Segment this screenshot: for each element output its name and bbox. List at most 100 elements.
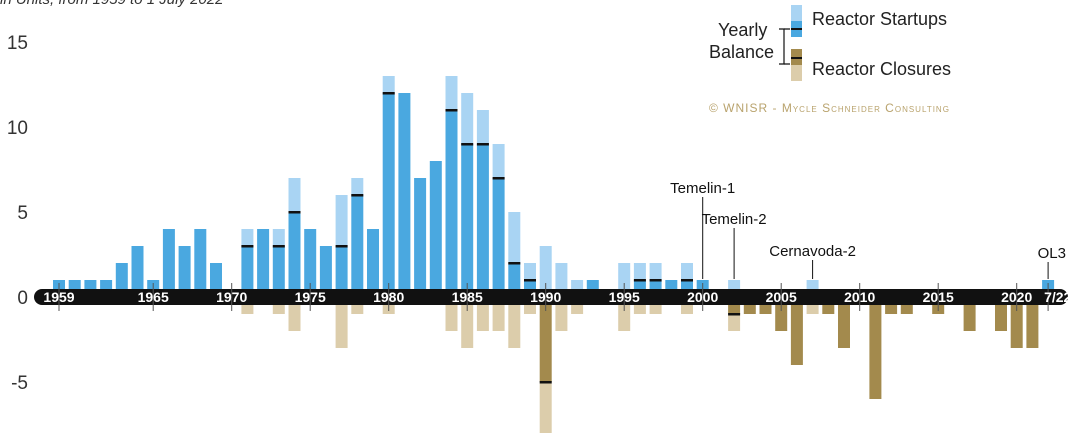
- startup-bar: [461, 144, 474, 297]
- legend-closures-excess-swatch: [791, 65, 802, 81]
- closure-excess-bar: [335, 297, 348, 348]
- startup-bar: [508, 263, 521, 297]
- balance-marker: [445, 109, 458, 112]
- legend: Yearly Balance Reactor Startups Reactor …: [709, 5, 951, 81]
- startup-excess-bar: [649, 263, 662, 280]
- startup-excess-bar: [351, 178, 364, 195]
- startup-excess-bar: [335, 195, 348, 246]
- x-tick-label: 1970: [216, 289, 247, 305]
- closure-excess-bar: [508, 297, 521, 348]
- x-tick-label: 1980: [373, 289, 404, 305]
- closure-bar: [1026, 297, 1039, 348]
- startup-bar: [476, 144, 489, 297]
- closure-bar: [995, 297, 1007, 331]
- startup-excess-bar: [508, 212, 521, 263]
- startup-bar: [131, 246, 144, 297]
- x-tick-label: 1995: [609, 289, 640, 305]
- legend-yearly-label: Yearly: [718, 20, 767, 40]
- balance-marker: [508, 262, 521, 265]
- legend-startups-label: Reactor Startups: [812, 9, 947, 29]
- balance-marker: [681, 279, 693, 282]
- balance-marker: [351, 194, 364, 197]
- y-tick-label: 5: [17, 203, 28, 224]
- startup-excess-bar: [241, 229, 254, 246]
- credit-text: © WNISR - Mycle Schneider Consulting: [709, 101, 950, 115]
- balance-marker: [461, 143, 474, 146]
- startup-bar: [414, 178, 427, 297]
- balance-marker: [241, 245, 254, 248]
- x-tick-label: 1965: [138, 289, 169, 305]
- balance-marker: [476, 143, 489, 146]
- closure-bar: [838, 297, 850, 348]
- balance-marker: [335, 245, 348, 248]
- closure-excess-bar: [476, 297, 489, 331]
- legend-bracket-ticks: [784, 28, 790, 65]
- balance-marker: [272, 245, 285, 248]
- balance-marker: [492, 177, 505, 180]
- startup-excess-bar: [272, 229, 285, 246]
- closure-excess-bar: [728, 314, 741, 331]
- closure-excess-bar: [555, 297, 568, 331]
- balance-marker: [382, 92, 395, 95]
- legend-balance-label: Balance: [709, 42, 774, 62]
- startup-bar: [241, 246, 254, 297]
- closure-excess-bar: [618, 297, 631, 331]
- bar-group: [53, 76, 1055, 433]
- closure-excess-bar: [461, 297, 474, 348]
- startup-bar: [445, 110, 458, 297]
- startup-bar: [257, 229, 270, 297]
- closure-bar: [539, 297, 552, 382]
- startup-excess-bar: [461, 93, 474, 144]
- closure-excess-bar: [288, 297, 301, 331]
- closure-bar: [963, 297, 976, 331]
- closure-bar: [1010, 297, 1023, 348]
- startup-bar: [319, 246, 332, 297]
- startup-excess-bar: [633, 263, 646, 280]
- startup-bar: [288, 212, 301, 297]
- startup-excess-bar: [382, 76, 395, 93]
- legend-bracket: [779, 28, 785, 65]
- startup-excess-bar: [618, 263, 631, 297]
- startup-excess-bar: [288, 178, 301, 212]
- startup-bar: [272, 246, 285, 297]
- startup-bar: [335, 246, 348, 297]
- balance-marker: [288, 211, 301, 214]
- y-tick-label: -5: [11, 373, 28, 394]
- balance-marker: [649, 279, 662, 282]
- startup-bar: [178, 246, 191, 297]
- y-tick-label: 0: [17, 288, 28, 309]
- startup-excess-bar: [492, 144, 505, 178]
- balance-marker: [728, 313, 741, 316]
- startup-bar: [304, 229, 317, 297]
- startup-excess-bar: [555, 263, 568, 297]
- x-tick-label: 7/22: [1044, 289, 1068, 305]
- legend-closures-marker: [791, 57, 802, 59]
- x-tick-label: 2010: [844, 289, 875, 305]
- y-tick-label: 15: [7, 33, 28, 54]
- y-tick-group: -5 0 5 10 15: [7, 33, 28, 394]
- balance-marker: [539, 381, 552, 384]
- closure-bar: [790, 297, 803, 365]
- x-tick-label: 1985: [452, 289, 483, 305]
- balance-marker: [524, 279, 536, 282]
- legend-closures-label: Reactor Closures: [812, 59, 951, 79]
- annotation-label: Cernavoda-2: [769, 243, 856, 260]
- annotation-label: Temelin-2: [702, 211, 767, 228]
- startup-bar: [162, 229, 175, 297]
- closure-bar: [869, 297, 882, 399]
- balance-marker: [633, 279, 646, 282]
- startup-bar: [115, 263, 128, 297]
- x-axis-band: [34, 289, 1068, 305]
- startup-bar: [194, 229, 207, 297]
- x-tick-label: 1959: [43, 289, 74, 305]
- x-tick-label: 1990: [530, 289, 561, 305]
- startup-excess-bar: [476, 110, 489, 144]
- startup-excess-bar: [539, 246, 552, 297]
- startup-bar: [367, 229, 379, 297]
- y-tick-label: 10: [7, 118, 28, 139]
- startup-bar: [210, 263, 222, 297]
- startup-bar: [492, 178, 505, 297]
- x-tick-label: 2000: [687, 289, 718, 305]
